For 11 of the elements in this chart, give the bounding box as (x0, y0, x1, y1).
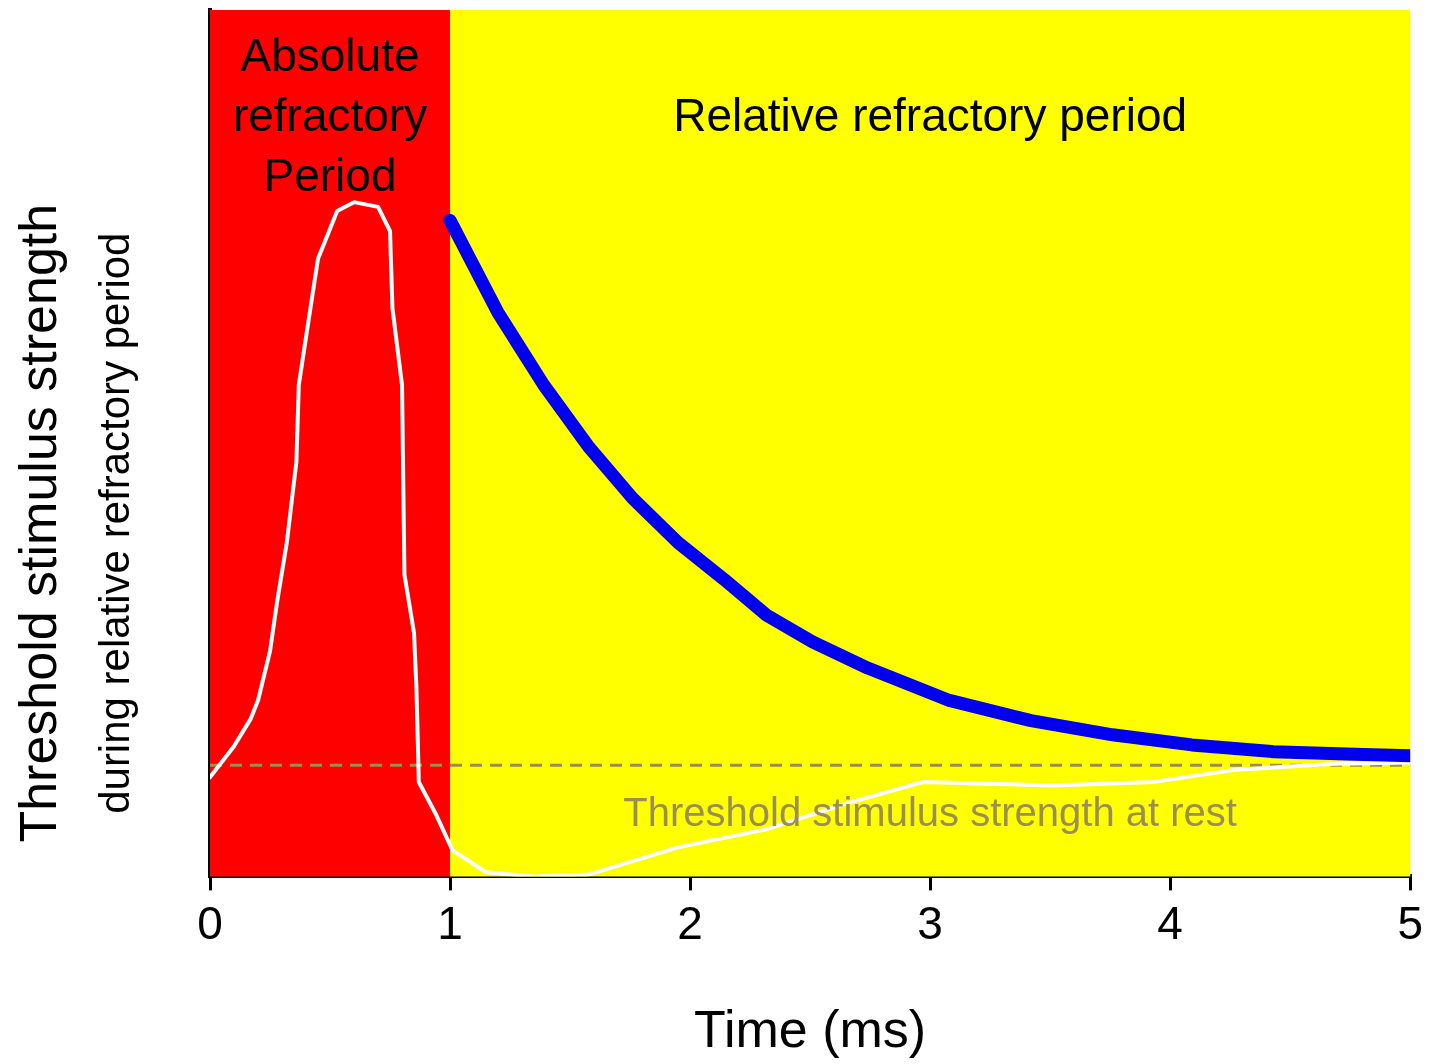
ref-line-label: Threshold stimulus strength at rest (623, 790, 1237, 835)
y-axis-title: Threshold stimulus strength during relative refractory period (9, 203, 138, 843)
x-tick-label: 2 (677, 896, 703, 949)
x-axis-title: Time (ms) (694, 1000, 927, 1059)
band-label: Absolute refractory Period (232, 28, 428, 201)
x-tick-label: 4 (1157, 896, 1183, 949)
x-tick-label: 0 (197, 896, 223, 949)
x-tick-label: 1 (437, 896, 463, 949)
band-label: Relative refractory period (673, 88, 1188, 141)
x-tick-label: 3 (917, 896, 943, 949)
x-tick-label: 5 (1397, 896, 1424, 949)
